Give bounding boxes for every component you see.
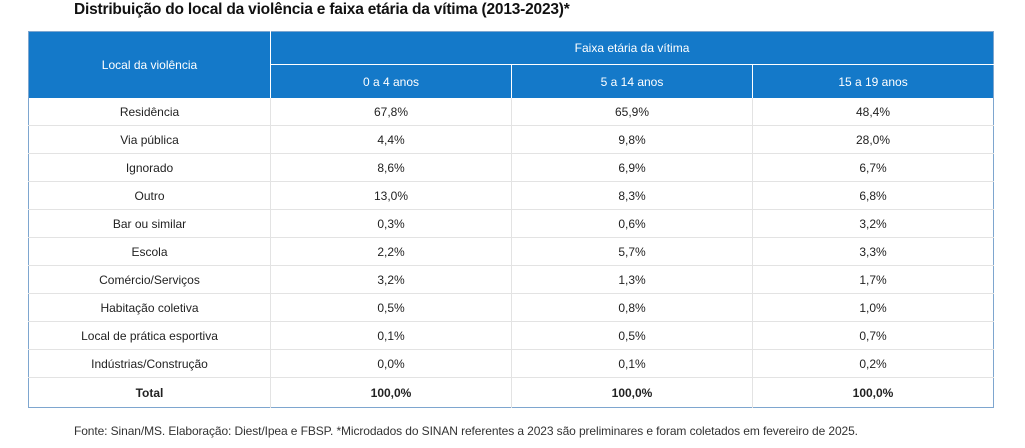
table-cell: 0,0% (270, 349, 512, 378)
table-cell: 1,7% (752, 265, 994, 294)
table-cell: 28,0% (752, 125, 994, 154)
row-label: Ignorado (28, 153, 271, 182)
table-cell: 48,4% (752, 98, 994, 126)
table-row: Outro 13,0% 8,3% 6,8% (28, 181, 994, 210)
table-row: Via pública 4,4% 9,8% 28,0% (28, 125, 994, 154)
row-label: Local de prática esportiva (28, 321, 271, 350)
table-cell: 3,3% (752, 237, 994, 266)
table-cell: 0,6% (511, 209, 753, 238)
row-label: Outro (28, 181, 271, 210)
row-label: Comércio/Serviços (28, 265, 271, 294)
table-cell: 0,7% (752, 321, 994, 350)
table-cell: 6,8% (752, 181, 994, 210)
table-cell: 67,8% (270, 98, 512, 126)
column-header-age-15-19: 15 a 19 anos (752, 64, 994, 98)
source-note: Fonte: Sinan/MS. Elaboração: Diest/Ipea … (74, 424, 858, 438)
row-label: Residência (28, 98, 271, 126)
table-cell: 0,1% (511, 349, 753, 378)
table-cell: 0,8% (511, 293, 753, 322)
column-group-header-age: Faixa etária da vítima (270, 31, 994, 65)
table-cell: 8,3% (511, 181, 753, 210)
table-cell: 6,7% (752, 153, 994, 182)
table-header: Local da violência Faixa etária da vítim… (28, 31, 994, 98)
table-row: Residência 67,8% 65,9% 48,4% (28, 98, 994, 126)
table-cell: 3,2% (270, 265, 512, 294)
table-cell: 1,0% (752, 293, 994, 322)
total-cell: 100,0% (270, 377, 512, 408)
total-cell: 100,0% (511, 377, 753, 408)
table-cell: 13,0% (270, 181, 512, 210)
table-total-row: Total 100,0% 100,0% 100,0% (28, 377, 994, 408)
column-header-age-5-14: 5 a 14 anos (511, 64, 753, 98)
total-label: Total (28, 377, 271, 408)
data-table: Local da violência Faixa etária da vítim… (28, 31, 995, 408)
table-cell: 6,9% (511, 153, 753, 182)
table-row: Comércio/Serviços 3,2% 1,3% 1,7% (28, 265, 994, 294)
table-cell: 0,2% (752, 349, 994, 378)
table-body: Residência 67,8% 65,9% 48,4% Via pública… (28, 98, 994, 408)
column-header-age-0-4: 0 a 4 anos (270, 64, 512, 98)
total-cell: 100,0% (752, 377, 994, 408)
table-row: Habitação coletiva 0,5% 0,8% 1,0% (28, 293, 994, 322)
table-row: Escola 2,2% 5,7% 3,3% (28, 237, 994, 266)
table-cell: 3,2% (752, 209, 994, 238)
table-cell: 0,5% (270, 293, 512, 322)
table-row: Local de prática esportiva 0,1% 0,5% 0,7… (28, 321, 994, 350)
table-cell: 4,4% (270, 125, 512, 154)
table-cell: 0,5% (511, 321, 753, 350)
table-cell: 9,8% (511, 125, 753, 154)
table-row: Bar ou similar 0,3% 0,6% 3,2% (28, 209, 994, 238)
column-header-local: Local da violência (28, 31, 271, 98)
table-cell: 5,7% (511, 237, 753, 266)
table-cell: 0,3% (270, 209, 512, 238)
table-cell: 65,9% (511, 98, 753, 126)
row-label: Habitação coletiva (28, 293, 271, 322)
row-label: Escola (28, 237, 271, 266)
row-label: Bar ou similar (28, 209, 271, 238)
page-title: Distribuição do local da violência e fai… (74, 1, 570, 18)
row-label: Via pública (28, 125, 271, 154)
row-label: Indústrias/Construção (28, 349, 271, 378)
table-cell: 1,3% (511, 265, 753, 294)
table-row: Ignorado 8,6% 6,9% 6,7% (28, 153, 994, 182)
table-row: Indústrias/Construção 0,0% 0,1% 0,2% (28, 349, 994, 378)
table-cell: 0,1% (270, 321, 512, 350)
table-cell: 8,6% (270, 153, 512, 182)
table-cell: 2,2% (270, 237, 512, 266)
